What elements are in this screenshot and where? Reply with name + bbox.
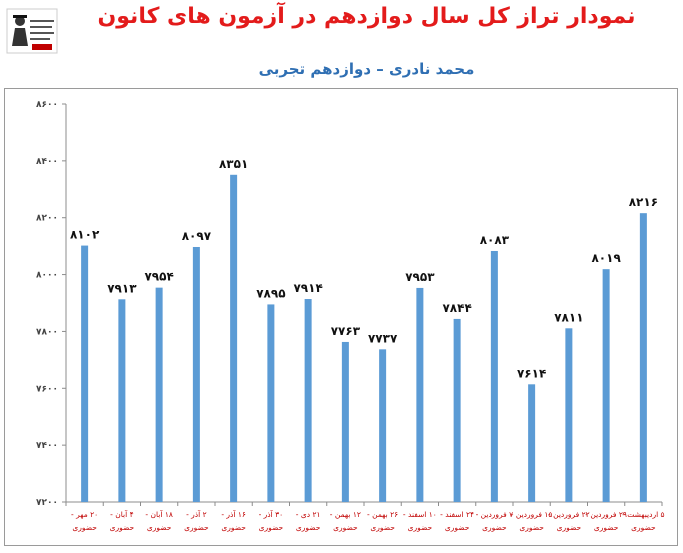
category-label: ۲۴ اسفند -: [440, 510, 474, 519]
value-label: ۷۹۵۴: [144, 270, 173, 284]
bar: [267, 304, 275, 502]
bar: [304, 299, 312, 502]
chart-frame: [4, 88, 678, 546]
value-label: ۷۹۱۳: [107, 281, 137, 295]
brand-logo: [6, 8, 58, 54]
value-label: ۷۸۴۴: [442, 301, 471, 315]
category-label: ۲ آذر -: [186, 509, 207, 519]
value-label: ۸۳۵۱: [219, 157, 248, 171]
y-tick-label: ۸۲۰۰: [36, 214, 58, 224]
category-label-sub: حضوری: [594, 523, 619, 532]
y-tick-label: ۷۲۰۰: [36, 498, 58, 508]
category-label-sub: حضوری: [147, 523, 172, 532]
category-label: ۳۰ آذر -: [259, 509, 284, 519]
bar: [453, 318, 461, 502]
y-tick-label: ۸۴۰۰: [36, 157, 58, 167]
category-label-sub: حضوری: [408, 523, 433, 532]
bar: [379, 349, 387, 502]
bar: [155, 287, 163, 502]
category-label-sub: حضوری: [445, 523, 470, 532]
category-label: ۲۶ بهمن -: [367, 510, 398, 519]
category-label-sub: حضوری: [72, 523, 97, 532]
category-label: ۲۰ مهر -: [71, 510, 98, 519]
category-label-sub: حضوری: [631, 523, 656, 532]
category-label: ۵ اردیبهشت -: [622, 510, 664, 519]
category-label: ۲۲ فروردین -: [548, 510, 590, 519]
category-label-sub: حضوری: [519, 523, 544, 532]
chart-subtitle: محمد نادری – دوازدهم تجربی: [258, 60, 475, 78]
category-label: ۲۱ دی -: [296, 510, 321, 519]
bar: [192, 246, 200, 502]
category-label: ۱۰ اسفند -: [403, 510, 437, 519]
category-label-sub: حضوری: [482, 523, 507, 532]
category-label-sub: حضوری: [259, 523, 284, 532]
bar: [118, 299, 126, 502]
category-label-sub: حضوری: [221, 523, 246, 532]
value-label: ۸۱۰۲: [70, 228, 100, 242]
bar: [602, 269, 610, 502]
category-label: ۴ آبان -: [110, 509, 133, 519]
bar: [565, 328, 573, 502]
category-label: ۱۲ بهمن -: [330, 510, 361, 519]
category-label-sub: حضوری: [557, 523, 582, 532]
value-label: ۸۲۱۶: [629, 195, 658, 209]
category-label-sub: حضوری: [110, 523, 135, 532]
value-label: ۸۰۹۷: [182, 229, 212, 243]
value-label: ۸۰۱۹: [591, 251, 621, 265]
value-label: ۷۸۹۵: [256, 286, 285, 300]
category-label-sub: حضوری: [333, 523, 358, 532]
chart-bars: [81, 174, 647, 502]
y-tick-label: ۸۰۰۰: [36, 271, 58, 281]
y-tick-label: ۸۶۰۰: [36, 100, 58, 110]
y-tick-label: ۷۶۰۰: [36, 384, 58, 394]
chart-axes: ۷۲۰۰ ۷۴۰۰ ۷۶۰۰ ۷۸۰۰ ۸۰۰۰ ۸۲۰۰ ۸۴۰۰ ۸۶۰۰: [36, 100, 663, 508]
value-label: ۷۷۳۷: [368, 331, 398, 345]
category-label: ۱۶ آذر -: [221, 509, 246, 519]
bar: [528, 384, 536, 502]
bar: [341, 341, 349, 502]
category-label-sub: حضوری: [184, 523, 209, 532]
y-tick-label: ۷۴۰۰: [36, 441, 58, 451]
category-label-sub: حضوری: [296, 523, 321, 532]
value-label: ۷۶۱۴: [517, 366, 546, 380]
bar: [416, 287, 424, 502]
y-tick-label: ۷۸۰۰: [36, 327, 58, 337]
value-label: ۷۹۱۴: [293, 281, 322, 295]
value-label: ۷۹۵۳: [405, 270, 435, 284]
bar: [81, 245, 89, 502]
chart-labels: ۸۱۰۲ ۲۰ مهر - حضوری ۷۹۱۳ ۴ آبان - حضوری ۷۹۵۴ ۱۸…: [70, 157, 665, 532]
value-label: ۸۰۸۳: [480, 233, 510, 247]
category-label-sub: حضوری: [370, 523, 395, 532]
category-label: ۷ فروردین -: [476, 510, 514, 519]
category-label: ۱۵ فروردین -: [511, 510, 553, 519]
category-label: ۲۹ فروردین -: [585, 510, 627, 519]
bar: [230, 174, 238, 502]
chart-title: نمودار تراز کل سال دوازدهم در آزمون های …: [97, 4, 636, 29]
category-label: ۱۸ آبان -: [145, 509, 173, 519]
bar: [490, 250, 498, 502]
bar: [639, 213, 647, 502]
value-label: ۷۷۶۳: [331, 324, 361, 338]
value-label: ۷۸۱۱: [554, 310, 583, 324]
